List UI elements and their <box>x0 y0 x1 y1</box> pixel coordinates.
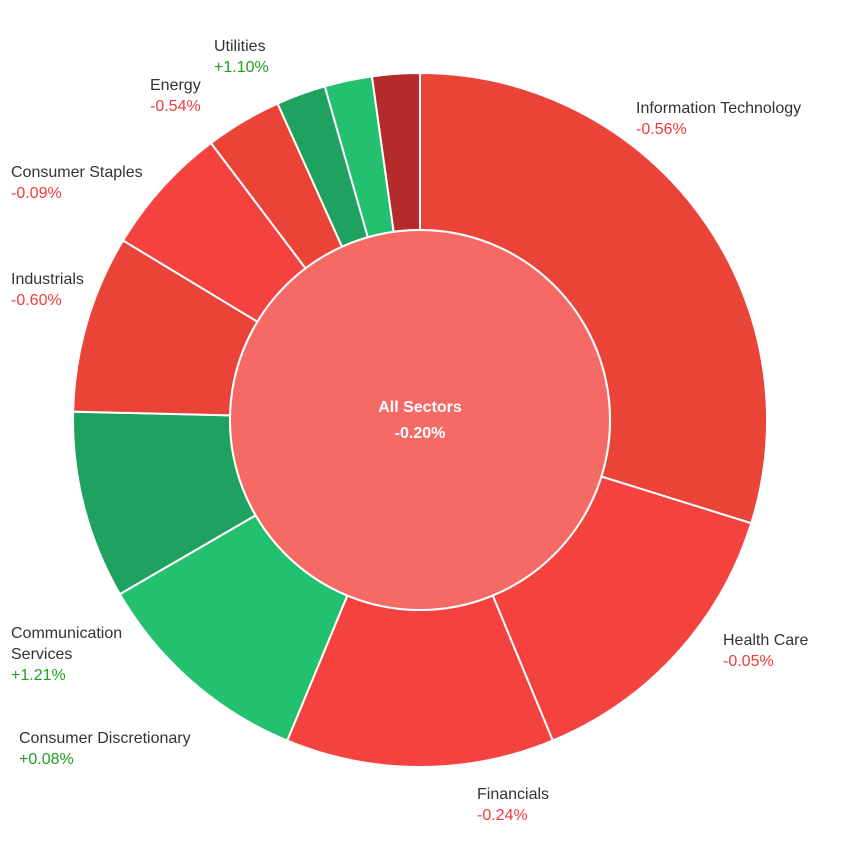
center-change: -0.20% <box>395 425 446 442</box>
segment-change: -0.56% <box>636 121 687 138</box>
segment-change: -0.54% <box>150 98 201 115</box>
segment-name: Health Care <box>723 632 809 649</box>
segment-name: Financials <box>477 786 550 803</box>
label-health-care: Health Care -0.05% <box>723 630 808 672</box>
label-utilities: Utilities +1.10% <box>214 36 269 78</box>
segment-name: Industrials <box>11 271 84 288</box>
segment-name: Energy <box>150 77 201 94</box>
segment-change: -0.24% <box>477 807 528 824</box>
segment-change: -0.60% <box>11 292 62 309</box>
label-consumer-staples: Consumer Staples -0.09% <box>11 162 143 204</box>
segment-name: Consumer Staples <box>11 164 143 181</box>
segment-change: +1.10% <box>214 59 269 76</box>
label-consumer-discretionary: Consumer Discretionary +0.08% <box>19 728 191 770</box>
center-circle[interactable] <box>229 229 611 611</box>
label-communication-services: Communication Services +1.21% <box>11 623 151 686</box>
segment-change: -0.09% <box>11 185 62 202</box>
segment-name: Utilities <box>214 38 266 55</box>
center-label: All Sectors <box>378 399 462 416</box>
segment-name: Information Technology <box>636 100 802 117</box>
segment-name: Consumer Discretionary <box>19 730 191 747</box>
label-energy: Energy -0.54% <box>150 75 201 117</box>
segment-change: +1.21% <box>11 667 66 684</box>
sector-segments <box>72 71 768 768</box>
label-industrials: Industrials -0.60% <box>11 269 84 311</box>
segment-name: Communication Services <box>11 625 123 663</box>
label-information-technology: Information Technology -0.56% <box>636 98 801 140</box>
segment-change: +0.08% <box>19 751 74 768</box>
label-financials: Financials -0.24% <box>477 784 549 826</box>
segment-change: -0.05% <box>723 653 774 670</box>
